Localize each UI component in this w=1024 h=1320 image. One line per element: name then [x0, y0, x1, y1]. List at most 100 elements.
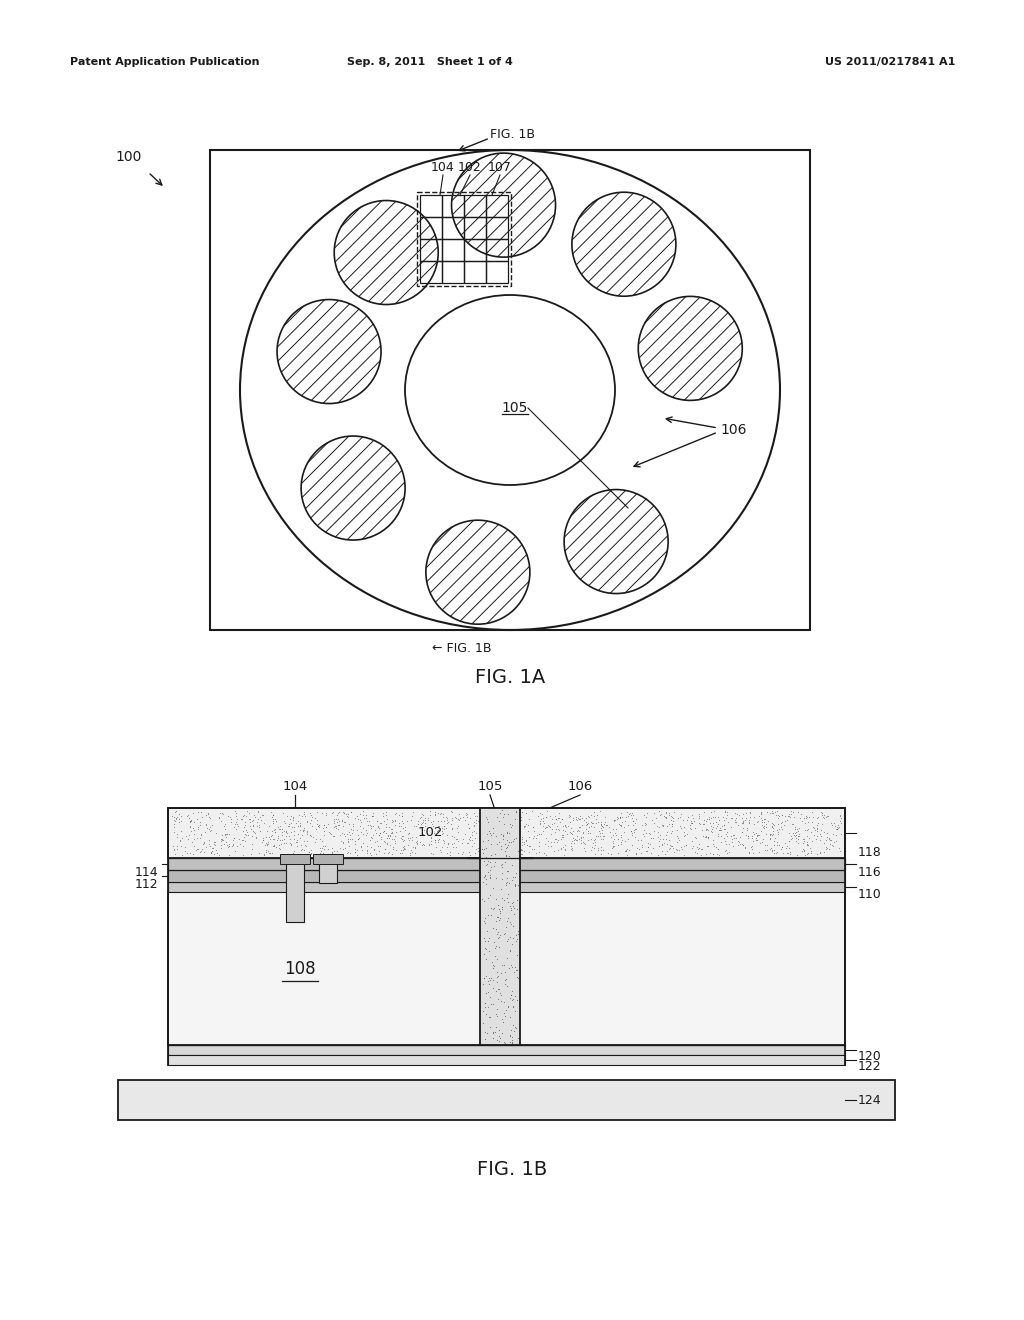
Point: [446, 807, 463, 828]
Point: [657, 807, 674, 828]
Point: [813, 801, 829, 822]
Point: [178, 805, 195, 826]
Point: [243, 818, 259, 840]
Point: [423, 826, 439, 847]
Point: [486, 945, 503, 966]
Point: [264, 807, 281, 828]
Point: [551, 820, 567, 841]
Point: [712, 820, 728, 841]
Point: [604, 836, 621, 857]
Point: [346, 842, 362, 863]
Point: [263, 801, 280, 822]
Point: [426, 822, 442, 843]
Point: [493, 842, 509, 863]
Point: [479, 861, 496, 882]
Point: [831, 805, 848, 826]
Point: [776, 832, 793, 853]
Point: [296, 830, 312, 851]
Point: [488, 961, 505, 982]
Point: [371, 825, 387, 846]
Point: [473, 809, 489, 830]
Point: [697, 818, 714, 840]
Point: [524, 828, 541, 849]
Point: [485, 969, 502, 990]
Point: [171, 808, 187, 829]
Bar: [420, 239, 442, 261]
Point: [541, 816, 557, 837]
Point: [211, 807, 227, 828]
Point: [490, 927, 507, 948]
Point: [176, 840, 193, 861]
Point: [511, 820, 527, 841]
Point: [366, 840, 382, 861]
Point: [657, 807, 674, 828]
Point: [444, 801, 461, 822]
Point: [590, 838, 606, 859]
Point: [180, 808, 197, 829]
Point: [172, 821, 188, 842]
Point: [810, 807, 826, 828]
Point: [500, 803, 516, 824]
Point: [733, 833, 750, 854]
Point: [340, 804, 356, 825]
Point: [490, 965, 507, 986]
Point: [608, 807, 625, 828]
Bar: [420, 261, 442, 282]
Point: [422, 801, 438, 822]
Point: [505, 997, 521, 1018]
Point: [280, 814, 296, 836]
Point: [518, 813, 535, 834]
Point: [691, 805, 708, 826]
Point: [663, 834, 679, 855]
Point: [482, 836, 499, 857]
Point: [505, 891, 521, 912]
Point: [643, 828, 659, 849]
Point: [757, 840, 773, 861]
Point: [613, 812, 630, 833]
Point: [494, 896, 510, 917]
Point: [575, 821, 592, 842]
Point: [578, 841, 594, 862]
Point: [624, 822, 640, 843]
Point: [488, 867, 505, 888]
Point: [395, 817, 412, 838]
Point: [504, 981, 520, 1002]
Point: [764, 817, 780, 838]
Point: [493, 879, 509, 900]
Point: [786, 826, 803, 847]
Point: [475, 891, 492, 912]
Point: [482, 851, 499, 873]
Point: [267, 822, 284, 843]
Point: [585, 833, 601, 854]
Point: [476, 911, 493, 932]
Point: [301, 841, 317, 862]
Point: [664, 807, 680, 828]
Point: [802, 837, 818, 858]
Point: [697, 826, 714, 847]
Point: [626, 820, 642, 841]
Point: [581, 807, 597, 828]
Point: [758, 813, 774, 834]
Point: [285, 808, 301, 829]
Point: [508, 931, 524, 952]
Point: [168, 808, 184, 829]
Point: [825, 812, 842, 833]
Point: [646, 821, 663, 842]
Point: [258, 842, 274, 863]
Point: [669, 840, 685, 861]
Point: [427, 830, 443, 851]
Point: [565, 829, 582, 850]
Point: [772, 812, 788, 833]
Point: [285, 807, 301, 828]
Point: [286, 829, 302, 850]
Point: [650, 801, 667, 822]
Point: [547, 805, 563, 826]
Point: [294, 825, 310, 846]
Point: [665, 813, 681, 834]
Point: [705, 843, 721, 865]
Point: [264, 829, 281, 850]
Point: [765, 803, 781, 824]
Point: [173, 836, 189, 857]
Point: [343, 818, 359, 840]
Point: [724, 807, 740, 828]
